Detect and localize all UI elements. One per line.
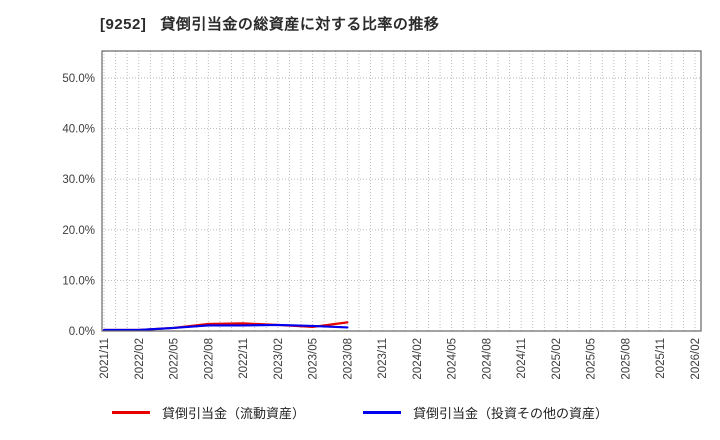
legend-item-investments: 貸倒引当金（投資その他の資産）	[363, 403, 608, 422]
x-tick-label: 2025/11	[655, 338, 667, 379]
x-tick-label: 2024/08	[481, 338, 493, 380]
x-tick-label: 2022/08	[203, 338, 215, 380]
chart-legend: 貸倒引当金（流動資産） 貸倒引当金（投資その他の資産）	[0, 403, 720, 422]
x-tick-label: 2022/11	[238, 338, 250, 379]
title-text: 貸倒引当金の総資産に対する比率の推移	[160, 16, 440, 33]
x-tick-label: 2024/11	[516, 338, 528, 379]
x-tick-label: 2025/05	[586, 338, 598, 380]
x-tick-label: 2022/02	[134, 338, 146, 380]
x-tick-label: 2026/02	[690, 338, 702, 380]
y-tick-label: 30.0%	[62, 174, 95, 186]
x-tick-label: 2022/05	[169, 338, 181, 380]
x-tick-label: 2023/11	[377, 338, 389, 379]
x-tick-label: 2023/02	[273, 338, 285, 380]
legend-line-blue	[363, 411, 401, 414]
legend-label-current-assets: 貸倒引当金（流動資産）	[161, 406, 305, 421]
series-line-1	[102, 323, 349, 332]
y-tick-label: 50.0%	[62, 73, 95, 85]
chart-title: [9252] 貸倒引当金の総資産に対する比率の推移	[100, 13, 439, 34]
ticker-code: [9252]	[100, 16, 147, 33]
y-tick-label: 0.0%	[69, 326, 95, 338]
legend-line-red	[111, 411, 150, 414]
y-tick-label: 20.0%	[62, 225, 95, 237]
x-tick-label: 2023/05	[308, 338, 320, 380]
legend-label-investments: 貸倒引当金（投資その他の資産）	[413, 406, 609, 421]
x-tick-label: 2024/05	[447, 338, 459, 380]
y-tick-label: 10.0%	[62, 275, 95, 287]
x-tick-label: 2021/11	[99, 338, 111, 379]
plot-border	[101, 50, 702, 332]
y-tick-label: 40.0%	[62, 124, 95, 136]
legend-item-current-assets: 貸倒引当金（流動資産）	[111, 403, 305, 422]
x-tick-label: 2023/08	[342, 338, 354, 380]
x-tick-label: 2025/08	[620, 338, 632, 380]
x-tick-label: 2024/02	[412, 338, 424, 380]
x-tick-label: 2025/02	[551, 338, 563, 380]
